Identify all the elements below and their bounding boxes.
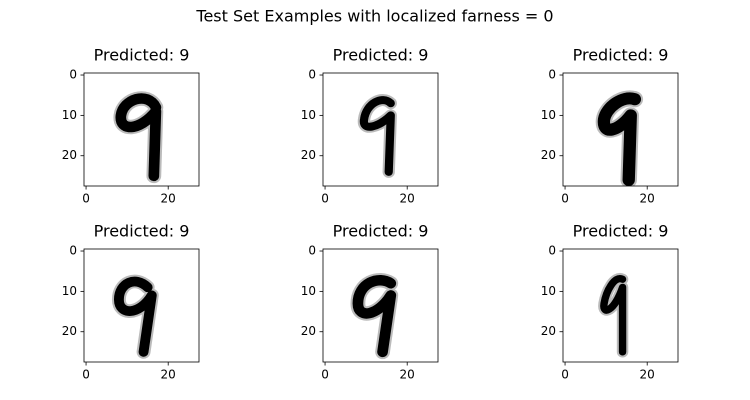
- y-tick-label: 20: [541, 148, 556, 162]
- subplot-title: Predicted: 9: [573, 46, 669, 65]
- axes-frame: [322, 248, 439, 363]
- y-tick-label: 0: [308, 68, 316, 82]
- subplot: Predicted: 9 0 20 0 10 20: [301, 222, 439, 382]
- subplot-title: Predicted: 9: [333, 222, 429, 241]
- subplot: Predicted: 9 0 20 0 10 20: [62, 46, 200, 206]
- y-tick-label: 0: [69, 244, 77, 258]
- subplot-title: Predicted: 9: [333, 46, 429, 65]
- image: [563, 249, 678, 362]
- x-tick-label: 20: [161, 192, 176, 206]
- image: [323, 73, 438, 186]
- subplot-title: Predicted: 9: [573, 222, 669, 241]
- y-tick-label: 0: [548, 244, 556, 258]
- y-tick-label: 20: [62, 324, 77, 338]
- y-tick-label: 20: [301, 324, 316, 338]
- y-tick-label: 10: [301, 108, 316, 122]
- axes-frame: [562, 72, 679, 187]
- image: [84, 73, 199, 186]
- x-tick-label: 0: [321, 368, 329, 382]
- axes-frame: [83, 72, 200, 187]
- x-tick-label: 0: [321, 192, 329, 206]
- x-tick-label: 0: [561, 192, 569, 206]
- subplot: Predicted: 9 0 20 0 10 20: [541, 46, 679, 206]
- y-tick-label: 20: [301, 148, 316, 162]
- x-tick-label: 20: [400, 368, 415, 382]
- subplot-title: Predicted: 9: [94, 46, 190, 65]
- y-tick-label: 0: [548, 68, 556, 82]
- y-tick-label: 0: [308, 244, 316, 258]
- digit: [600, 275, 627, 356]
- y-tick-label: 10: [301, 284, 316, 298]
- image: [323, 249, 438, 362]
- x-tick-label: 20: [400, 192, 415, 206]
- subplot-title: Predicted: 9: [94, 222, 190, 241]
- y-tick-label: 0: [69, 68, 77, 82]
- axes-frame: [83, 248, 200, 363]
- y-tick-label: 20: [62, 148, 77, 162]
- figure-title: Test Set Examples with localized farness…: [195, 7, 553, 26]
- x-tick-label: 20: [640, 368, 655, 382]
- subplot: Predicted: 9 0 20 0 10 20: [541, 222, 679, 382]
- x-tick-label: 0: [561, 368, 569, 382]
- x-tick-label: 0: [82, 368, 90, 382]
- y-tick-label: 10: [62, 108, 77, 122]
- y-tick-label: 10: [541, 108, 556, 122]
- axes-frame: [322, 72, 439, 187]
- axes-frame: [562, 248, 679, 363]
- x-tick-label: 20: [161, 368, 176, 382]
- y-tick-label: 10: [541, 284, 556, 298]
- y-tick-label: 10: [62, 284, 77, 298]
- subplot: Predicted: 9 0 20 0 10 20: [62, 222, 200, 382]
- digit: [113, 276, 157, 357]
- x-tick-label: 0: [82, 192, 90, 206]
- image: [84, 249, 199, 362]
- image: [563, 73, 678, 186]
- x-tick-label: 20: [640, 192, 655, 206]
- digit: [359, 96, 395, 176]
- subplot: Predicted: 9 0 20 0 10 20: [301, 46, 439, 206]
- digit: [352, 275, 397, 358]
- digit: [115, 93, 162, 182]
- y-tick-label: 20: [541, 324, 556, 338]
- digit: [597, 92, 642, 186]
